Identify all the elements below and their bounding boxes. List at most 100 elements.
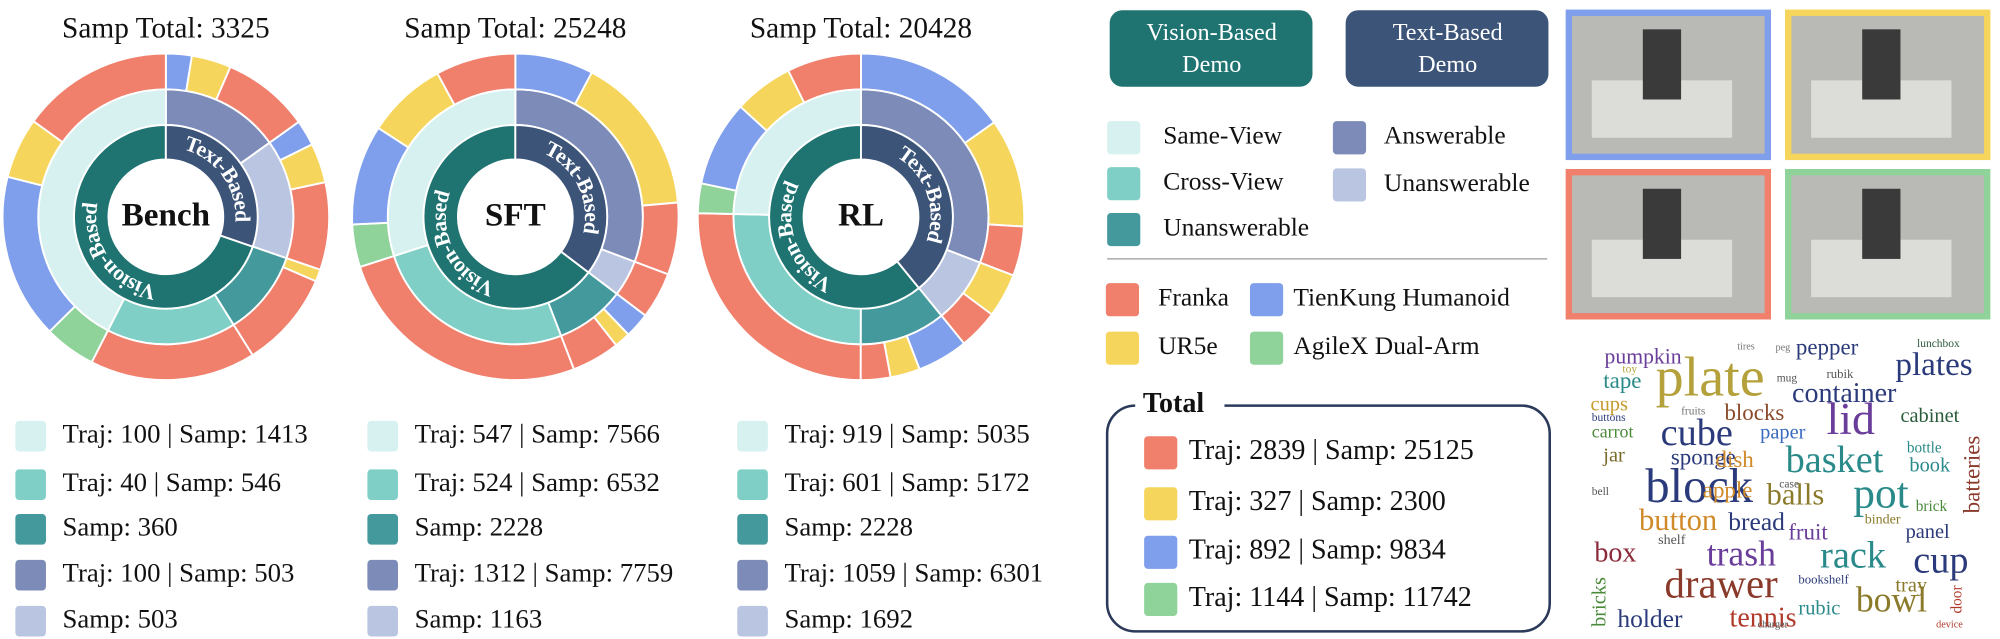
cloud-word: bottle: [1907, 439, 1942, 456]
legend-label: Franka: [1158, 283, 1229, 312]
cloud-word: pumpkin: [1605, 344, 1682, 368]
cloud-word: bread: [1728, 507, 1785, 536]
legend-label: Traj: 601 | Samp: 5172: [784, 467, 1029, 497]
cloud-word: brick: [1916, 498, 1948, 515]
legend-label: Samp: 1163: [415, 603, 543, 633]
legend-swatch: [1332, 121, 1367, 155]
cloud-word: device: [1936, 619, 1963, 630]
cloud-word: box: [1594, 537, 1636, 568]
legend-swatch: [1144, 582, 1178, 617]
legend-swatch: [737, 559, 768, 591]
cloud-word: pepper: [1796, 335, 1859, 360]
robot-segment: [32, 52, 167, 144]
cloud-word: blocks: [1724, 400, 1784, 425]
cloud-word: rack: [1820, 534, 1887, 576]
total-box: [1105, 404, 1551, 633]
legend-swatch: [1144, 487, 1178, 521]
demo-box-label: Demo: [1182, 51, 1241, 78]
legend-label: Unanswerable: [1163, 212, 1309, 241]
cloud-word: tennis: [1730, 602, 1797, 633]
legend-swatch: [737, 420, 768, 452]
cloud-word: lunchbox: [1917, 338, 1960, 350]
cloud-word: door: [1948, 585, 1965, 613]
cloud-word: holder: [1617, 604, 1683, 633]
center-hole: [108, 159, 224, 275]
cloud-word: batteries: [1960, 436, 1985, 514]
cloud-word: plates: [1895, 346, 1972, 383]
photo-detail: [1642, 29, 1682, 100]
legend-label: AgileX Dual-Arm: [1293, 331, 1479, 360]
cloud-word: tray: [1895, 574, 1928, 596]
legend-label: Samp: 1692: [784, 603, 913, 633]
cloud-word: toy: [1622, 364, 1637, 376]
cloud-word: shelf: [1658, 533, 1686, 548]
center-label: RL: [838, 197, 884, 234]
legend-swatch: [1107, 213, 1141, 247]
cloud-word: case: [1779, 478, 1799, 490]
cloud-word: fruit: [1788, 520, 1828, 545]
legend-label: Traj: 100 | Samp: 503: [63, 557, 295, 587]
cloud-word: bowl: [1856, 579, 1927, 619]
legend-label: Traj: 1059 | Samp: 6301: [784, 557, 1043, 587]
legend-label: Same-View: [1163, 121, 1282, 150]
legend-label: Answerable: [1384, 121, 1506, 150]
legend-label: TienKung Humanoid: [1293, 283, 1510, 312]
legend-label: Traj: 547 | Samp: 7566: [415, 418, 660, 448]
cloud-word: apple: [1703, 478, 1753, 503]
cloud-word: peg: [1775, 343, 1790, 354]
cloud-word: mug: [1777, 372, 1798, 384]
legend-swatch: [15, 469, 46, 500]
cloud-word: button: [1639, 503, 1717, 537]
center-label: SFT: [485, 197, 546, 234]
cloud-word: container: [1792, 378, 1897, 409]
cloud-word: paper: [1760, 421, 1805, 443]
legend-label: Samp: 360: [63, 511, 178, 541]
cloud-word: lid: [1826, 393, 1875, 444]
legend-swatch: [367, 420, 398, 452]
legend-swatch: [15, 559, 46, 591]
robot-segment: [436, 52, 517, 107]
center-hole: [457, 159, 573, 275]
total-row: Traj: 2839 | Samp: 25125: [1189, 435, 1474, 466]
cloud-word: bell: [1592, 486, 1609, 498]
cloud-word: jar: [1602, 444, 1625, 466]
cloud-word: charger: [1758, 619, 1789, 630]
legend-swatch: [15, 605, 46, 637]
cloud-word: buttons: [1592, 412, 1626, 424]
legend-swatch: [367, 514, 398, 545]
photo-detail: [1862, 188, 1901, 259]
cloud-word: tires: [1737, 341, 1755, 352]
legend-label: Traj: 40 | Samp: 546: [63, 467, 282, 497]
legend-swatch: [367, 605, 398, 637]
legend-label: Samp: 2228: [784, 511, 913, 541]
legend-swatch: [1105, 331, 1140, 365]
legend-swatch: [15, 514, 46, 545]
cloud-word: rubic: [1798, 597, 1840, 619]
demo-box: [1109, 10, 1313, 87]
legend-label: UR5e: [1158, 331, 1218, 360]
legend-swatch: [1332, 168, 1367, 202]
photo-detail: [1862, 29, 1901, 100]
demo-box-label: Demo: [1418, 51, 1477, 78]
cloud-word: cube: [1661, 412, 1733, 454]
chart-title: Samp Total: 3325: [62, 12, 270, 44]
total-title-bg: [1135, 390, 1225, 421]
cloud-word: bricks: [1588, 577, 1610, 627]
total-row: Traj: 892 | Samp: 9834: [1189, 535, 1446, 566]
legend-swatch: [367, 559, 398, 591]
cloud-word: tape: [1603, 368, 1641, 393]
demo-box-label: Vision-Based: [1147, 19, 1277, 46]
cloud-word: cups: [1591, 393, 1628, 415]
demo-box: [1345, 10, 1549, 87]
legend-swatch: [737, 469, 768, 500]
legend-swatch: [1249, 283, 1284, 317]
chart-title: Samp Total: 25248: [404, 12, 626, 44]
legend-label: Traj: 524 | Samp: 6532: [415, 467, 660, 497]
cloud-word: balls: [1767, 477, 1825, 511]
cloud-word: binder: [1865, 513, 1901, 528]
total-title: Total: [1143, 388, 1205, 419]
legend-label: Samp: 2228: [415, 511, 544, 541]
cloud-word: sponge: [1671, 444, 1736, 469]
